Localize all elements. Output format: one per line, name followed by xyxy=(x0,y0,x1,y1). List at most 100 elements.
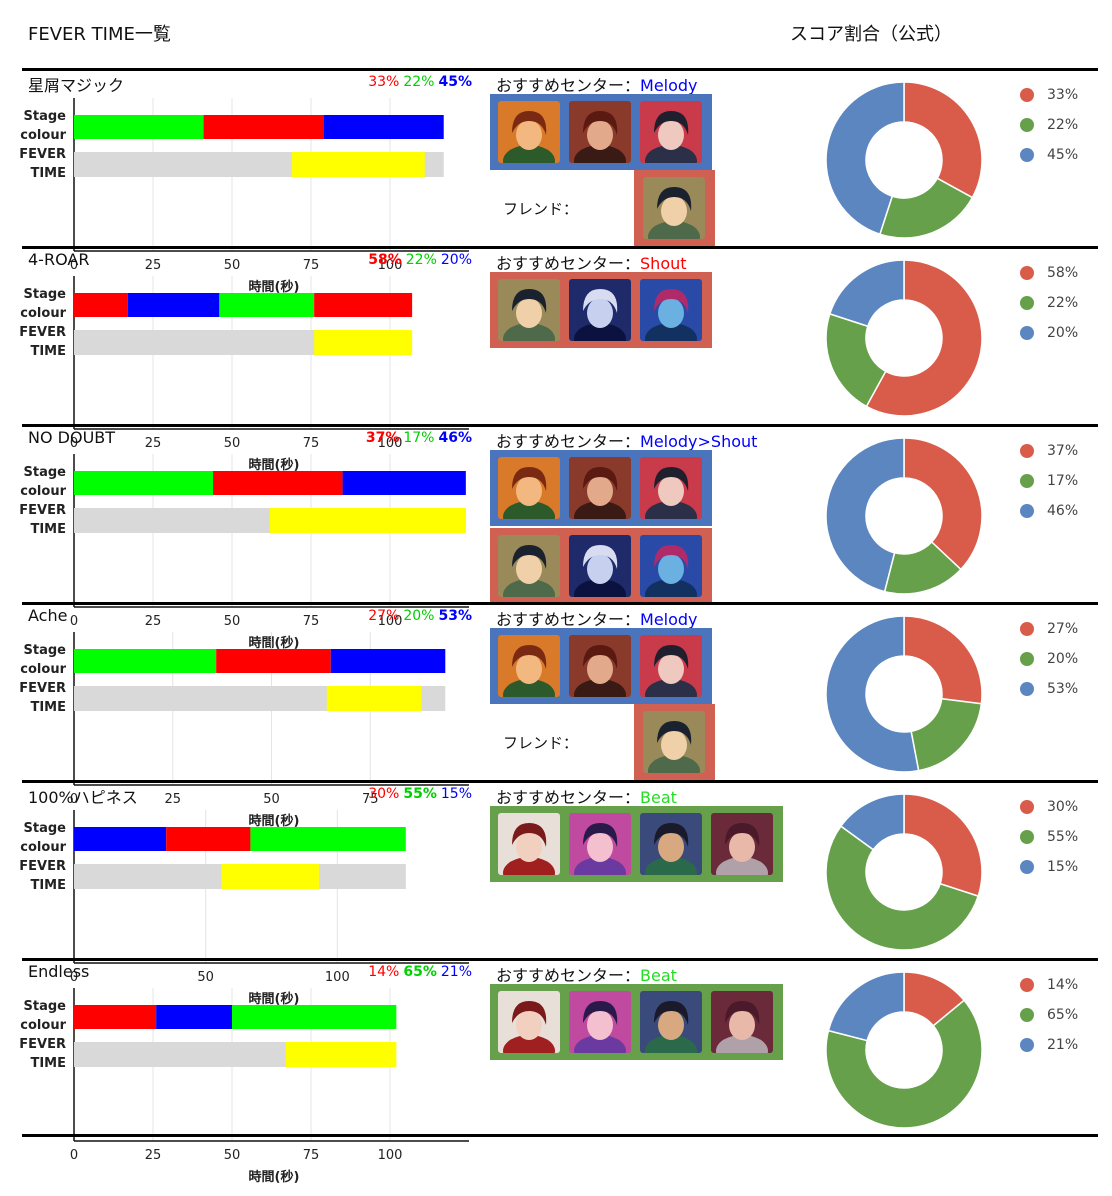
legend-label: 53% xyxy=(1047,681,1079,697)
legend-dot xyxy=(1020,1008,1034,1022)
x-axis-label: 時間(秒) xyxy=(249,635,300,651)
legend-dot xyxy=(1020,118,1034,132)
recommended-center: おすすめセンター：Beat xyxy=(496,784,677,808)
legend-dot xyxy=(1020,800,1034,814)
score-percent: 45% xyxy=(438,74,472,90)
legend-dot xyxy=(1020,1038,1034,1052)
card-frame xyxy=(490,628,712,704)
friend-label: フレンド： xyxy=(503,200,579,218)
stage-colour-segment xyxy=(127,293,220,317)
y-category-label: TIME xyxy=(30,1056,66,1071)
x-tick-label: 50 xyxy=(263,792,280,807)
y-category-label: FEVER xyxy=(20,147,66,162)
score-percent: 37% xyxy=(365,430,400,446)
x-tick-label: 50 xyxy=(224,1148,241,1163)
stage-colour-segment xyxy=(323,115,444,139)
y-category-label: TIME xyxy=(30,522,66,537)
legend-entry: 14% xyxy=(1020,970,1078,1000)
legend-entry: 37% xyxy=(1020,436,1078,466)
card-frame xyxy=(490,450,712,526)
donut-slice xyxy=(865,259,983,417)
y-category-label: FEVER xyxy=(20,1037,66,1052)
x-axis-label: 時間(秒) xyxy=(249,279,300,295)
rec-prefix: おすすめセンター： xyxy=(496,432,641,451)
legend-entry: 21% xyxy=(1020,1030,1078,1060)
x-tick-label: 25 xyxy=(145,614,162,629)
legend-dot xyxy=(1020,266,1034,280)
song-name: Ache xyxy=(28,606,68,625)
rec-prefix: おすすめセンター： xyxy=(496,76,641,95)
character-card-image xyxy=(640,813,702,875)
character-card-image xyxy=(498,457,560,519)
score-percentages: 27% 20% 53% xyxy=(364,608,472,624)
score-donut-chart xyxy=(825,81,983,239)
legend-dot xyxy=(1020,652,1034,666)
x-tick-label: 50 xyxy=(224,258,241,273)
stage-colour-segment xyxy=(74,1005,157,1029)
legend-label: 15% xyxy=(1047,859,1079,875)
y-category-label: colour xyxy=(20,306,66,321)
rec-attribute: Beat xyxy=(640,966,677,985)
y-category-label: Stage xyxy=(24,821,67,836)
donut-slice xyxy=(903,437,983,571)
legend-entry: 46% xyxy=(1020,496,1078,526)
card-frame xyxy=(490,528,712,604)
score-donut-chart xyxy=(825,971,983,1129)
friend-label: フレンド： xyxy=(503,734,579,752)
fever-time-segment xyxy=(285,1042,397,1067)
score-percent: 30% xyxy=(368,786,400,802)
score-percent: 17% xyxy=(403,430,435,446)
legend-label: 30% xyxy=(1047,799,1079,815)
song-name: 星屑マジック xyxy=(28,76,125,95)
y-category-label: Stage xyxy=(24,999,67,1014)
row-divider xyxy=(22,958,1098,961)
donut-slice xyxy=(827,971,905,1042)
song-row: Ache 27% 20% 53% Stage colour FEVER TIME 0 25 50 75… xyxy=(0,602,1112,829)
bottom-divider xyxy=(22,1134,1098,1137)
song-name: 4-ROAR xyxy=(28,250,90,269)
legend-dot xyxy=(1020,296,1034,310)
x-tick-label: 0 xyxy=(70,258,78,273)
stage-colour-segment xyxy=(250,827,406,851)
donut-slice xyxy=(825,615,920,773)
character-card-image xyxy=(640,101,702,163)
x-tick-label: 50 xyxy=(197,970,214,985)
y-category-label: FEVER xyxy=(20,503,66,518)
rec-attribute: Melody xyxy=(640,76,698,95)
stage-colour-segment xyxy=(74,115,204,139)
legend-label: 33% xyxy=(1047,87,1079,103)
score-percentages: 37% 17% 46% xyxy=(362,430,472,446)
page-title: FEVER TIME一覧 xyxy=(28,24,171,45)
score-percent: 22% xyxy=(403,74,435,90)
fever-time-segment xyxy=(221,864,319,889)
donut-legend: 58% 22% 20% xyxy=(1020,258,1078,348)
fever-bar-chart: Stage colour FEVER TIME 0 25 50 75 時間(秒) xyxy=(20,632,469,829)
x-tick-label: 25 xyxy=(164,792,181,807)
y-category-label: TIME xyxy=(30,878,66,893)
y-category-label: Stage xyxy=(24,287,67,302)
song-row: 4-ROAR 58% 22% 20% Stage colour FEVER TIME 0 25 50… xyxy=(0,246,1112,473)
donut-legend: 37% 17% 46% xyxy=(1020,436,1078,526)
character-card-image xyxy=(640,635,702,697)
character-card-image xyxy=(569,813,631,875)
y-category-label: TIME xyxy=(30,344,66,359)
x-tick-label: 0 xyxy=(70,970,78,985)
x-tick-label: 25 xyxy=(145,1148,162,1163)
row-divider xyxy=(22,424,1098,427)
x-axis-label: 時間(秒) xyxy=(249,457,300,473)
score-donut-chart xyxy=(825,437,983,595)
score-percent: 20% xyxy=(403,608,435,624)
rec-prefix: おすすめセンター： xyxy=(496,788,641,807)
stage-colour-segment xyxy=(166,827,251,851)
stage-colour-segment xyxy=(219,293,315,317)
legend-label: 20% xyxy=(1047,651,1079,667)
donut-slice xyxy=(839,793,905,851)
donut-slice xyxy=(910,697,983,772)
score-percent: 33% xyxy=(368,74,400,90)
x-tick-label: 0 xyxy=(70,436,78,451)
stage-colour-segment xyxy=(342,471,466,495)
recommended-center: おすすめセンター：Beat xyxy=(496,962,677,986)
donut-slice xyxy=(825,437,905,593)
x-tick-label: 25 xyxy=(145,258,162,273)
character-card-image xyxy=(640,991,702,1053)
